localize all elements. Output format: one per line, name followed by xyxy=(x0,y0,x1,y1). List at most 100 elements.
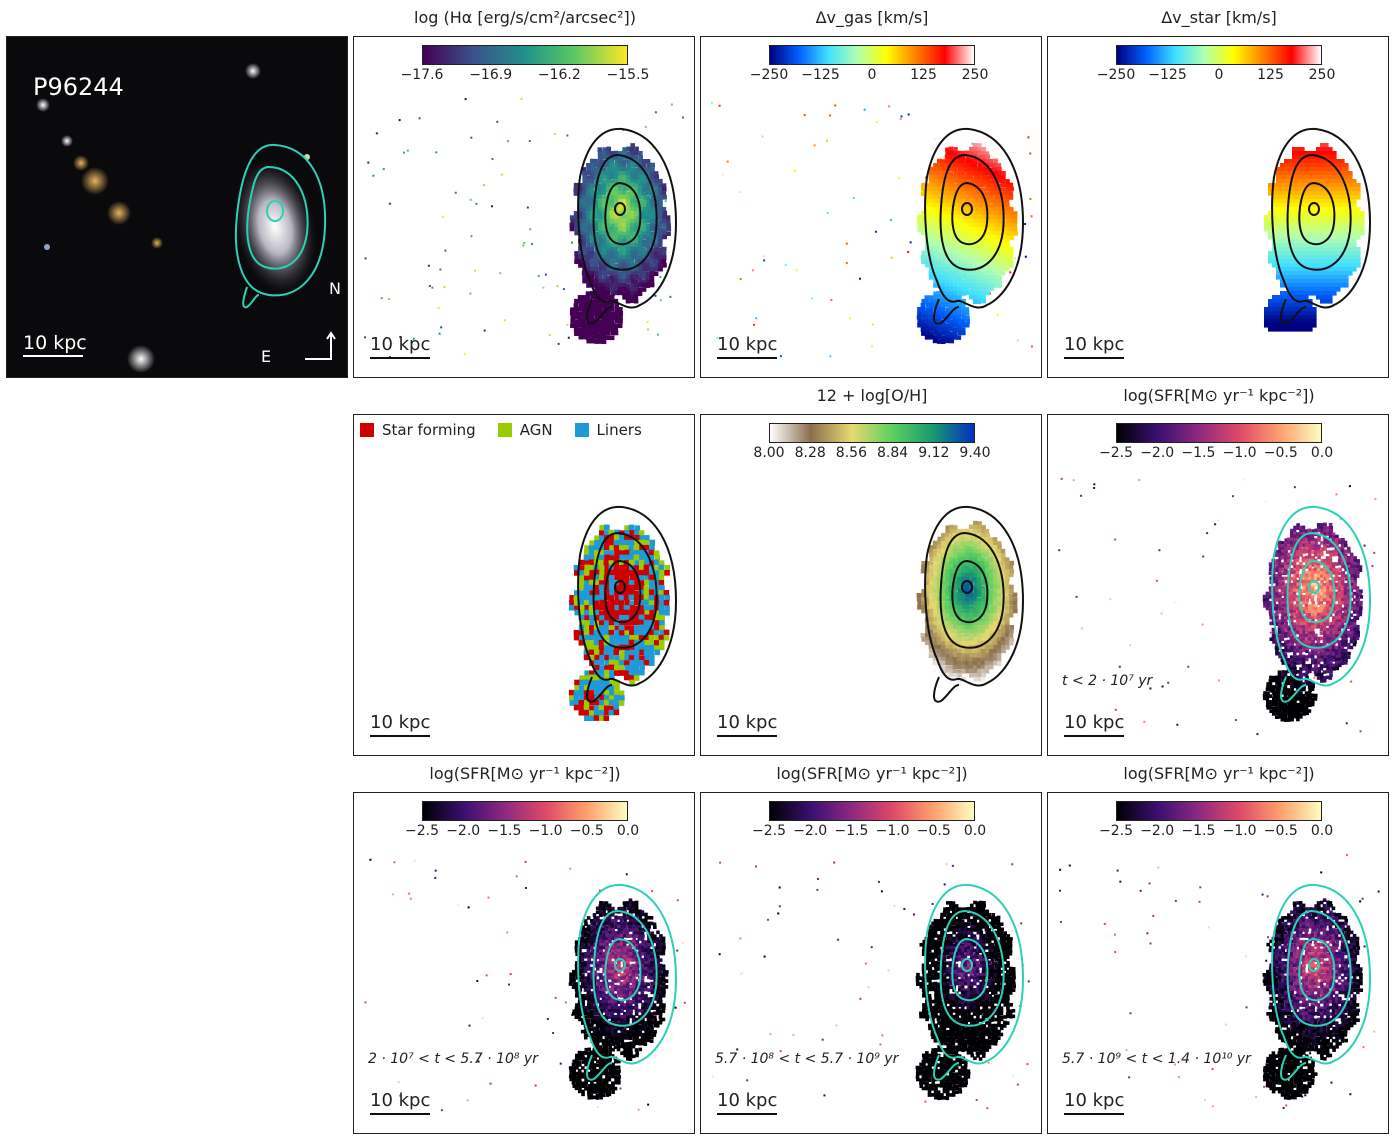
legend-star-forming: Star forming xyxy=(360,421,476,439)
scale-bar: 10 kpc xyxy=(717,1091,777,1115)
age-range-label: t < 2 · 10⁷ yr xyxy=(1062,673,1153,689)
sfr-young-map-panel: −2.5 −2.0 −1.5 −1.0 −0.5 0.0 t < 2 · 10⁷ yr 1… xyxy=(1047,414,1389,756)
colorbar-tick-label: −2.5 xyxy=(1099,823,1133,839)
colorbar-tick-label: −1.0 xyxy=(1222,445,1257,461)
colorbar-tick-label: −2.5 xyxy=(1099,445,1133,461)
colorbar-tick-label: −250 xyxy=(749,67,789,83)
colorbar-tick-label: 9.40 xyxy=(959,445,991,461)
colorbar-tick-label: −1.5 xyxy=(834,823,869,839)
colorbar-tick-label: −0.5 xyxy=(916,823,951,839)
colorbar-tick-label: −1.0 xyxy=(528,823,563,839)
halpha-title: log (Hα [erg/s/cm²/arcsec²]) xyxy=(414,8,636,27)
colorbar-tick-label: −2.0 xyxy=(1140,823,1175,839)
colorbar-tick-label: −125 xyxy=(1148,67,1187,83)
colorbar-tick-label: 0 xyxy=(867,67,877,83)
colorbar-tick-label: 250 xyxy=(1308,67,1336,83)
bpt-map xyxy=(568,505,678,722)
vstar-title: Δv_star [km/s] xyxy=(1161,8,1277,27)
bpt-legend: Star forming AGN Liners xyxy=(360,421,692,439)
colorbar-tick-label: 8.28 xyxy=(794,445,826,461)
oh-title: 12 + log[O/H] xyxy=(816,386,928,405)
colorbar-tick-label: −1.0 xyxy=(875,823,910,839)
age-range-label: 5.7 · 10⁹ < t < 1.4 · 10¹⁰ yr xyxy=(1062,1051,1251,1067)
galaxy-id-label: P96244 xyxy=(33,73,124,101)
sfr-3-map xyxy=(1059,854,1380,1109)
sfr-colorbar-ticks: −2.5 −2.0 −1.5 −1.0 −0.5 0.0 xyxy=(751,823,996,841)
colorbar-tick-label: 8.56 xyxy=(835,445,867,461)
scale-bar: 10 kpc xyxy=(717,713,777,737)
halpha-map xyxy=(364,97,685,359)
scale-bar: 10 kpc xyxy=(1064,713,1124,737)
sfr-colorbar xyxy=(769,801,975,821)
colorbar-tick-label: −1.5 xyxy=(1181,445,1216,461)
vstar-colorbar-ticks: −250 −125 0 125 250 xyxy=(1097,67,1343,85)
colorbar-tick-label: −1.0 xyxy=(1222,823,1257,839)
colorbar-tick-label: −1.5 xyxy=(487,823,522,839)
halpha-colorbar-ticks: −17.6 −16.9 −16.2 −15.5 xyxy=(400,67,650,85)
colorbar-tick-label: 0.0 xyxy=(616,823,640,839)
halpha-colorbar xyxy=(422,45,628,65)
legend-liners: Liners xyxy=(574,421,642,439)
sfr-2-map-panel: −2.5 −2.0 −1.5 −1.0 −0.5 0.0 5.7 · 10⁸ < t < … xyxy=(700,792,1042,1134)
vstar-colorbar xyxy=(1116,45,1322,65)
colorbar-tick-label: −1.5 xyxy=(1181,823,1216,839)
age-range-label: 2 · 10⁷ < t < 5.7 · 10⁸ yr xyxy=(368,1051,538,1067)
sfr-1-map xyxy=(364,858,686,1112)
colorbar-tick-label: 0.0 xyxy=(1310,823,1334,839)
scale-bar: 10 kpc xyxy=(23,333,87,357)
colorbar-tick-label: 125 xyxy=(1257,67,1284,83)
compass-north: N xyxy=(329,279,341,298)
colorbar-tick-label: 8.00 xyxy=(753,445,785,461)
colorbar-tick-label: −15.5 xyxy=(606,67,650,83)
colorbar-tick-label: 0 xyxy=(1214,67,1224,83)
vgas-map-panel: −250 −125 0 125 250 10 kpc xyxy=(700,36,1042,378)
sfr-3-title: log(SFR[M⊙ yr⁻¹ kpc⁻²]) xyxy=(1123,764,1315,783)
colorbar-tick-label: 250 xyxy=(961,67,989,83)
colorbar-tick-label: −17.6 xyxy=(400,67,444,83)
colorbar-tick-label: −0.5 xyxy=(569,823,604,839)
colorbar-tick-label: −2.0 xyxy=(793,823,828,839)
sfr-young-map xyxy=(1058,477,1377,736)
colorbar-tick-label: −2.0 xyxy=(446,823,481,839)
colorbar-tick-label: 125 xyxy=(910,67,937,83)
sfr-2-map xyxy=(711,861,1030,1110)
scale-bar: 10 kpc xyxy=(370,713,430,737)
sfr-colorbar-ticks: −2.5 −2.0 −1.5 −1.0 −0.5 0.0 xyxy=(1098,445,1343,463)
colorbar-tick-label: −16.9 xyxy=(469,67,513,83)
colorbar-tick-label: −0.5 xyxy=(1263,823,1298,839)
scale-bar: 10 kpc xyxy=(1064,1091,1124,1115)
colorbar-tick-label: 8.84 xyxy=(877,445,909,461)
oh-map-panel: 8.00 8.28 8.56 8.84 9.12 9.40 10 kpc xyxy=(700,414,1042,756)
oh-colorbar-ticks: 8.00 8.28 8.56 8.84 9.12 9.40 xyxy=(751,445,996,463)
colorbar-tick-label: −125 xyxy=(801,67,840,83)
colorbar-tick-label: 0.0 xyxy=(1310,445,1334,461)
sfr-colorbar xyxy=(422,801,628,821)
vgas-colorbar xyxy=(769,45,975,65)
legend-agn: AGN xyxy=(497,421,553,439)
colorbar-tick-label: −2.5 xyxy=(405,823,439,839)
bpt-map-panel: Star forming AGN Liners 10 kpc xyxy=(353,414,695,756)
scale-bar: 10 kpc xyxy=(717,335,777,359)
compass-east: E xyxy=(261,347,272,366)
legend-swatch xyxy=(497,423,512,437)
optical-image-panel: P96244 N E 10 kpc xyxy=(6,36,348,378)
sfr-colorbar-ticks: −2.5 −2.0 −1.5 −1.0 −0.5 0.0 xyxy=(404,823,649,841)
vgas-title: Δv_gas [km/s] xyxy=(815,8,929,27)
oh-colorbar xyxy=(769,423,975,443)
sfr-colorbar-ticks: −2.5 −2.0 −1.5 −1.0 −0.5 0.0 xyxy=(1098,823,1343,841)
sfr-colorbar xyxy=(1116,801,1322,821)
age-range-label: 5.7 · 10⁸ < t < 5.7 · 10⁹ yr xyxy=(715,1051,899,1067)
scale-bar: 10 kpc xyxy=(370,335,430,359)
vgas-colorbar-ticks: −250 −125 0 125 250 xyxy=(749,67,996,85)
scale-bar: 10 kpc xyxy=(370,1091,430,1115)
vstar-map xyxy=(1264,127,1372,332)
colorbar-tick-label: 0.0 xyxy=(963,823,987,839)
vstar-map-panel: −250 −125 0 125 250 10 kpc xyxy=(1047,36,1389,378)
sfr-3-map-panel: −2.5 −2.0 −1.5 −1.0 −0.5 0.0 5.7 · 10⁹ < t < … xyxy=(1047,792,1389,1134)
sfr-1-title: log(SFR[M⊙ yr⁻¹ kpc⁻²]) xyxy=(429,764,621,783)
sfr-1-map-panel: −2.5 −2.0 −1.5 −1.0 −0.5 0.0 2 · 10⁷ < t < 5.… xyxy=(353,792,695,1134)
sfr-colorbar xyxy=(1116,423,1322,443)
colorbar-tick-label: −2.0 xyxy=(1140,445,1175,461)
legend-swatch xyxy=(360,423,374,437)
scale-bar: 10 kpc xyxy=(1064,335,1124,359)
